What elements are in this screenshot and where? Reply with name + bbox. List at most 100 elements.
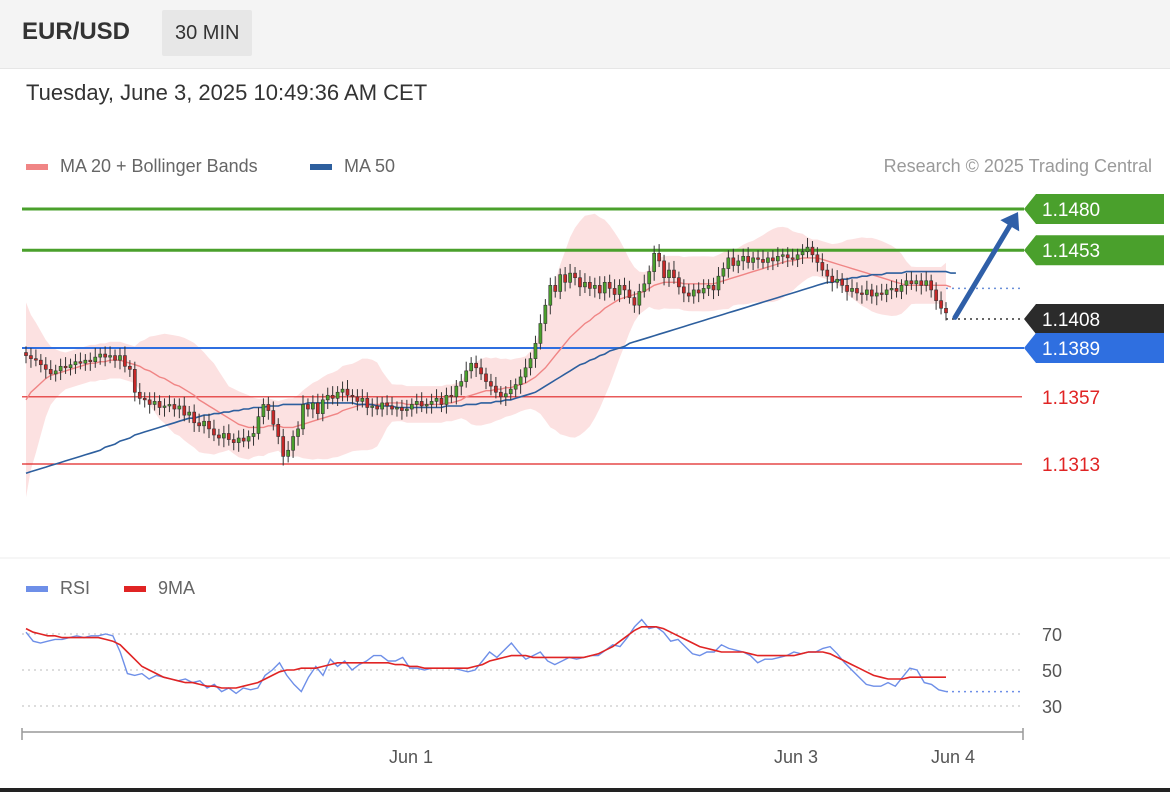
candle[interactable] [489, 373, 493, 396]
candle[interactable] [919, 273, 924, 295]
candle[interactable] [414, 393, 419, 414]
candle[interactable] [88, 352, 93, 371]
candle[interactable] [597, 276, 602, 300]
candle[interactable] [726, 250, 731, 278]
candle[interactable] [43, 357, 48, 379]
candle[interactable] [548, 277, 553, 315]
candle[interactable] [736, 254, 741, 274]
candle[interactable] [48, 360, 53, 381]
candle[interactable] [405, 399, 409, 417]
candle[interactable] [637, 283, 642, 315]
candle[interactable] [350, 389, 355, 405]
candle[interactable] [934, 282, 938, 310]
candle[interactable] [944, 302, 948, 321]
candle[interactable] [508, 380, 513, 400]
candle[interactable] [790, 248, 795, 266]
candle[interactable] [756, 250, 760, 269]
candle[interactable] [602, 276, 607, 301]
candle[interactable] [444, 387, 449, 414]
candle[interactable] [865, 280, 869, 301]
candle[interactable] [528, 352, 533, 376]
candle[interactable] [568, 263, 572, 289]
candle[interactable] [825, 263, 830, 284]
candle[interactable] [301, 395, 305, 435]
candle[interactable] [315, 393, 320, 420]
candle[interactable] [696, 282, 701, 303]
candle[interactable] [805, 238, 810, 258]
candle[interactable] [899, 279, 904, 300]
candle[interactable] [909, 271, 914, 290]
candle[interactable] [761, 250, 765, 269]
candle[interactable] [691, 283, 696, 304]
candle[interactable] [879, 283, 884, 301]
candle[interactable] [469, 357, 473, 379]
candle[interactable] [246, 430, 251, 449]
candle[interactable] [845, 277, 849, 301]
candle[interactable] [711, 277, 716, 300]
candle[interactable] [766, 251, 770, 271]
candle[interactable] [103, 346, 107, 367]
candle[interactable] [271, 401, 276, 431]
candle[interactable] [553, 276, 558, 298]
candle[interactable] [241, 428, 246, 448]
candle[interactable] [157, 395, 162, 416]
candle[interactable] [677, 271, 681, 295]
candle[interactable] [652, 245, 657, 281]
candle[interactable] [340, 381, 345, 402]
candle[interactable] [231, 433, 236, 451]
candle[interactable] [113, 349, 117, 368]
candle[interactable] [835, 270, 840, 289]
candle[interactable] [682, 279, 686, 303]
candle[interactable] [563, 267, 567, 292]
candle[interactable] [543, 299, 548, 332]
candle[interactable] [850, 279, 854, 298]
candle[interactable] [370, 398, 375, 417]
candle[interactable] [236, 430, 241, 452]
candle[interactable] [612, 279, 617, 301]
candle[interactable] [375, 396, 380, 416]
candle[interactable] [632, 291, 637, 313]
candle[interactable] [93, 347, 98, 368]
candle[interactable] [780, 248, 785, 264]
candle[interactable] [306, 398, 310, 417]
candle[interactable] [385, 395, 389, 416]
candle[interactable] [419, 392, 424, 413]
candle[interactable] [558, 268, 563, 300]
candle[interactable] [741, 248, 746, 271]
candle[interactable] [622, 277, 627, 300]
candle[interactable] [276, 418, 281, 445]
candle[interactable] [63, 357, 68, 374]
candle[interactable] [830, 268, 835, 292]
candle[interactable] [914, 274, 919, 292]
candle[interactable] [330, 386, 335, 405]
candle[interactable] [335, 386, 340, 406]
candle[interactable] [261, 398, 266, 425]
candle[interactable] [226, 424, 231, 446]
candle[interactable] [167, 395, 172, 413]
candle[interactable] [771, 250, 775, 271]
candle[interactable] [592, 277, 597, 298]
candle[interactable] [68, 358, 73, 376]
candle[interactable] [108, 346, 112, 364]
candle[interactable] [647, 265, 652, 292]
candle[interactable] [459, 373, 464, 396]
candle[interactable] [83, 354, 88, 371]
candle[interactable] [924, 271, 929, 292]
candle[interactable] [889, 280, 894, 300]
candle[interactable] [325, 387, 330, 410]
candle[interactable] [281, 428, 286, 466]
candle[interactable] [607, 274, 612, 298]
candle[interactable] [197, 413, 201, 432]
candle[interactable] [152, 392, 157, 411]
candle[interactable] [395, 401, 399, 417]
candle[interactable] [701, 279, 706, 300]
candle[interactable] [256, 407, 261, 440]
candle[interactable] [409, 398, 414, 417]
candle[interactable] [484, 367, 488, 390]
candle[interactable] [464, 361, 469, 388]
candle[interactable] [874, 285, 879, 306]
candle[interactable] [474, 355, 478, 377]
candle[interactable] [706, 279, 711, 297]
candle[interactable] [266, 396, 271, 420]
